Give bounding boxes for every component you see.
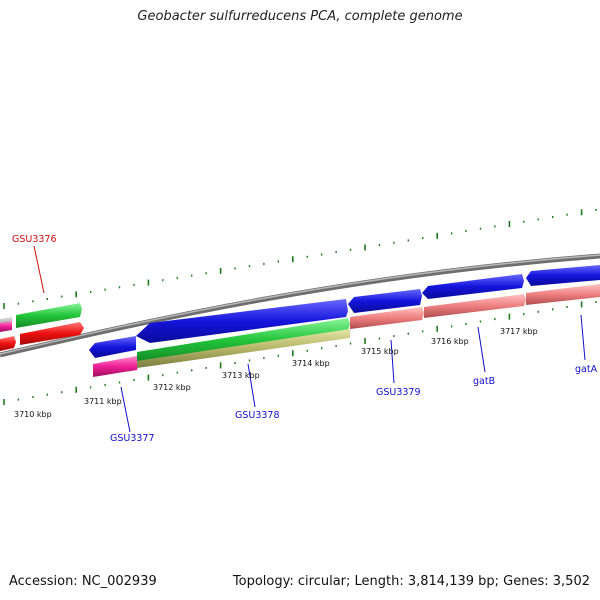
gene-gatb[interactable]: [424, 294, 526, 318]
label-gsu3379[interactable]: GSU3379: [376, 387, 421, 398]
tick-label-3717: 3717 kbp: [500, 327, 538, 336]
tick-label-3714: 3714 kbp: [292, 359, 330, 368]
gene-left-pink[interactable]: [0, 321, 12, 332]
gene-blue-2[interactable]: [136, 299, 348, 343]
leader-gsu3377: [120, 386, 131, 433]
gene-red-left-1[interactable]: [0, 336, 16, 351]
leader-gatb: [477, 326, 486, 373]
gene-gata[interactable]: [526, 284, 600, 305]
gene-red-left-2[interactable]: [20, 322, 84, 345]
gene-gsu3378[interactable]: [137, 318, 350, 362]
leader-gsu3376: [33, 245, 45, 294]
label-gatb[interactable]: gatB: [473, 376, 495, 387]
accession-text: Accession: NC_002939: [9, 574, 157, 589]
tick-label-3716: 3716 kbp: [431, 337, 469, 346]
leader-gata: [580, 314, 586, 361]
map-title: Geobacter sulfurreducens PCA, complete g…: [137, 9, 463, 24]
label-gata[interactable]: gatA: [575, 364, 598, 375]
label-gsu3377[interactable]: GSU3377: [110, 433, 155, 444]
outer-tick-ring: [3, 209, 597, 309]
genome-backbone: [0, 253, 600, 358]
genome-summary-text: Topology: circular; Length: 3,814,139 bp…: [232, 574, 590, 589]
gene-gsu3377[interactable]: [93, 356, 139, 377]
leader-gsu3378: [247, 363, 256, 408]
gene-blue-3[interactable]: [348, 289, 422, 313]
genome-backbone-highlight: [0, 254, 600, 355]
tick-label-3715: 3715 kbp: [361, 347, 399, 356]
gene-gsu3376[interactable]: [16, 303, 82, 328]
inner-tick-ring: [3, 301, 597, 405]
label-gsu3378[interactable]: GSU3378: [235, 410, 280, 421]
gene-blue-5[interactable]: [526, 265, 600, 286]
gene-blue-4[interactable]: [422, 274, 524, 299]
gene-gsu3379[interactable]: [350, 307, 424, 329]
tick-label-3711: 3711 kbp: [84, 397, 122, 406]
tick-label-3710: 3710 kbp: [14, 410, 52, 419]
gene-gsu3378-olive[interactable]: [137, 329, 350, 368]
leader-gsu3379: [390, 339, 395, 384]
gene-blue-1[interactable]: [89, 336, 136, 358]
label-gsu3376[interactable]: GSU3376: [12, 234, 57, 245]
tick-label-3712: 3712 kbp: [153, 383, 191, 392]
tick-label-3713: 3713 kbp: [222, 371, 260, 380]
